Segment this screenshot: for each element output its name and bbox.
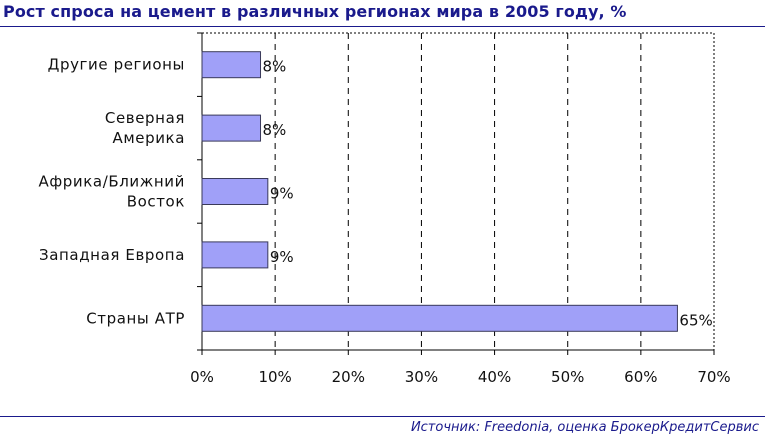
category-label-line: Страны АТР <box>86 309 185 327</box>
x-tick-label: 70% <box>697 368 730 386</box>
x-tick-label: 40% <box>478 368 511 386</box>
title-divider <box>0 26 765 27</box>
source-divider <box>0 416 765 417</box>
category-label-line: Восток <box>127 193 185 211</box>
data-label: 65% <box>679 311 712 329</box>
data-label: 9% <box>270 248 294 266</box>
data-label: 8% <box>263 121 287 139</box>
category-label-line: Америка <box>112 129 185 147</box>
category-label: Другие регионы <box>48 56 185 74</box>
category-label-line: Африка/Ближний <box>38 173 185 191</box>
x-tick-label: 30% <box>405 368 438 386</box>
category-label-line: Северная <box>105 109 185 127</box>
x-tick-label: 10% <box>258 368 291 386</box>
x-tick-label: 0% <box>190 368 214 386</box>
chart-title: Рост спроса на цемент в различных регион… <box>3 2 627 21</box>
x-tick-label: 20% <box>332 368 365 386</box>
bar <box>201 241 269 269</box>
bar <box>201 304 678 332</box>
category-label: Западная Европа <box>39 246 185 264</box>
category-label: Северная Америка <box>105 109 185 147</box>
x-tick-label: 60% <box>624 368 657 386</box>
bar <box>201 178 269 205</box>
category-label-line: Западная Европа <box>39 246 185 264</box>
category-label-line: Другие регионы <box>48 56 185 74</box>
bar <box>201 114 262 142</box>
data-label: 8% <box>263 58 287 76</box>
data-label: 9% <box>270 185 294 203</box>
bar <box>201 51 262 79</box>
x-tick-label: 50% <box>551 368 584 386</box>
category-label: Африка/Ближний Восток <box>38 173 185 211</box>
source-note: Источник: Freedonia, оценка БрокерКредит… <box>410 420 759 435</box>
category-label: Страны АТР <box>86 309 185 327</box>
